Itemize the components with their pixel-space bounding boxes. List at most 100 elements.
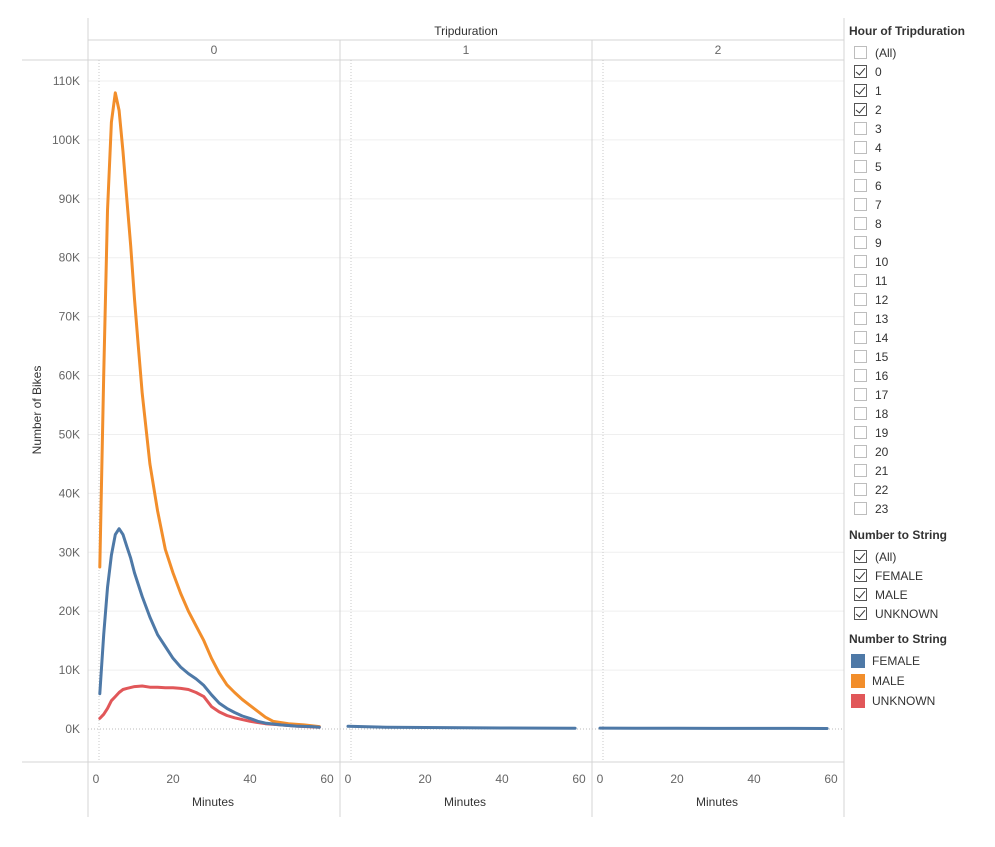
- hour-filter-label: 20: [875, 444, 889, 459]
- checkbox-unchecked[interactable]: [854, 445, 867, 458]
- hour-filter-label: (All): [875, 45, 897, 60]
- gender-filter-label: (All): [875, 549, 897, 564]
- legend-item[interactable]: UNKNOWN: [849, 691, 995, 711]
- checkbox-unchecked[interactable]: [854, 198, 867, 211]
- hour-filter-item[interactable]: 8: [849, 214, 995, 233]
- hour-filter-label: 21: [875, 463, 889, 478]
- hour-filter-label: 13: [875, 311, 889, 326]
- y-tick-label: 110K: [53, 74, 80, 88]
- hour-filter-item[interactable]: 22: [849, 480, 995, 499]
- checkbox-unchecked[interactable]: [854, 407, 867, 420]
- hour-filter-item[interactable]: 13: [849, 309, 995, 328]
- checkbox-unchecked[interactable]: [854, 293, 867, 306]
- hour-filter-item[interactable]: 2: [849, 100, 995, 119]
- checkbox-checked[interactable]: [854, 103, 867, 116]
- hour-filter-item[interactable]: 14: [849, 328, 995, 347]
- hour-filter-title: Hour of Tripduration: [849, 24, 965, 38]
- color-legend: Number to String FEMALE MALE UNKNOWN: [849, 632, 995, 711]
- hour-filter-label: 18: [875, 406, 889, 421]
- hour-filter-item[interactable]: 7: [849, 195, 995, 214]
- checkbox-unchecked[interactable]: [854, 312, 867, 325]
- checkbox-checked[interactable]: [854, 607, 867, 620]
- hour-filter-item[interactable]: 15: [849, 347, 995, 366]
- hour-filter-item[interactable]: 16: [849, 366, 995, 385]
- series-line-female: [346, 724, 577, 730]
- checkbox-unchecked[interactable]: [854, 236, 867, 249]
- hour-filter-label: 4: [875, 140, 882, 155]
- hour-filter-list: (All) 0 1 2 3 4 5 6 7 8 9 10 11 12 13 14 15 16 17 18 19 20 21 2…: [849, 43, 995, 518]
- panel-header: 0: [211, 43, 218, 57]
- y-tick-label: 60K: [59, 369, 80, 383]
- hour-filter-label: 22: [875, 482, 889, 497]
- hour-filter-item[interactable]: 4: [849, 138, 995, 157]
- gender-filter-item[interactable]: FEMALE: [849, 566, 995, 585]
- legend-label: FEMALE: [872, 654, 921, 668]
- checkbox-unchecked[interactable]: [854, 217, 867, 230]
- checkbox-unchecked[interactable]: [854, 179, 867, 192]
- legend-title: Number to String: [849, 632, 947, 646]
- checkbox-unchecked[interactable]: [854, 331, 867, 344]
- hour-filter-label: 5: [875, 159, 882, 174]
- x-tick-label: 0: [345, 772, 352, 786]
- gender-filter-label: UNKNOWN: [875, 606, 939, 621]
- checkbox-checked[interactable]: [854, 65, 867, 78]
- hour-filter-item[interactable]: (All): [849, 43, 995, 62]
- x-tick-label: 40: [747, 772, 761, 786]
- y-tick-label: 100K: [52, 133, 80, 147]
- series-line-male: [98, 91, 321, 729]
- panel-header: 1: [463, 43, 470, 57]
- checkbox-unchecked[interactable]: [854, 122, 867, 135]
- panel-header: 2: [715, 43, 722, 57]
- hour-filter-item[interactable]: 5: [849, 157, 995, 176]
- checkbox-checked[interactable]: [854, 569, 867, 582]
- checkbox-checked[interactable]: [854, 84, 867, 97]
- hour-filter-item[interactable]: 23: [849, 499, 995, 518]
- hour-filter-label: 8: [875, 216, 882, 231]
- checkbox-unchecked[interactable]: [854, 369, 867, 382]
- gender-filter-item[interactable]: (All): [849, 547, 995, 566]
- y-tick-label: 90K: [59, 192, 80, 206]
- hour-filter-item[interactable]: 10: [849, 252, 995, 271]
- gender-filter-item[interactable]: MALE: [849, 585, 995, 604]
- gender-filter-label: MALE: [875, 587, 908, 602]
- hour-filter-item[interactable]: 3: [849, 119, 995, 138]
- hour-filter-item[interactable]: 12: [849, 290, 995, 309]
- checkbox-unchecked[interactable]: [854, 46, 867, 59]
- checkbox-checked[interactable]: [854, 588, 867, 601]
- x-tick-label: 60: [572, 772, 586, 786]
- x-axis-title: Minutes: [696, 795, 738, 809]
- hour-filter-label: 14: [875, 330, 889, 345]
- hour-filter-item[interactable]: 6: [849, 176, 995, 195]
- checkbox-unchecked[interactable]: [854, 464, 867, 477]
- hour-filter-item[interactable]: 20: [849, 442, 995, 461]
- x-axis-title: Minutes: [192, 795, 234, 809]
- hour-filter-item[interactable]: 9: [849, 233, 995, 252]
- checkbox-unchecked[interactable]: [854, 426, 867, 439]
- checkbox-unchecked[interactable]: [854, 388, 867, 401]
- checkbox-unchecked[interactable]: [854, 274, 867, 287]
- gender-filter-list: (All) FEMALE MALE UNKNOWN: [849, 547, 995, 623]
- checkbox-unchecked[interactable]: [854, 502, 867, 515]
- hour-filter-item[interactable]: 0: [849, 62, 995, 81]
- checkbox-unchecked[interactable]: [854, 483, 867, 496]
- y-tick-label: 40K: [59, 486, 80, 500]
- hour-filter-item[interactable]: 18: [849, 404, 995, 423]
- checkbox-unchecked[interactable]: [854, 160, 867, 173]
- checkbox-checked[interactable]: [854, 550, 867, 563]
- gender-filter-item[interactable]: UNKNOWN: [849, 604, 995, 623]
- checkbox-unchecked[interactable]: [854, 350, 867, 363]
- hour-filter-item[interactable]: 1: [849, 81, 995, 100]
- legend-item[interactable]: FEMALE: [849, 651, 995, 671]
- checkbox-unchecked[interactable]: [854, 255, 867, 268]
- hour-filter-label: 16: [875, 368, 889, 383]
- hour-filter-item[interactable]: 21: [849, 461, 995, 480]
- legend-label: UNKNOWN: [872, 694, 936, 708]
- series-line-female: [98, 527, 321, 729]
- checkbox-unchecked[interactable]: [854, 141, 867, 154]
- hour-filter-item[interactable]: 17: [849, 385, 995, 404]
- hour-filter-item[interactable]: 11: [849, 271, 995, 290]
- legend-item[interactable]: MALE: [849, 671, 995, 691]
- y-tick-label: 20K: [59, 604, 80, 618]
- legend-label: MALE: [872, 674, 905, 688]
- hour-filter-item[interactable]: 19: [849, 423, 995, 442]
